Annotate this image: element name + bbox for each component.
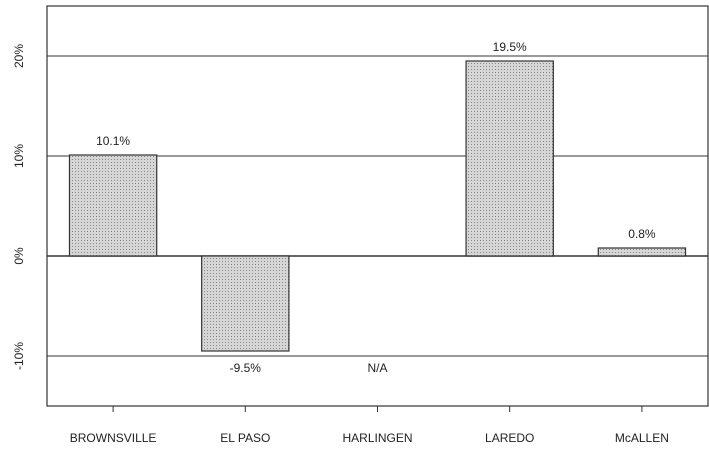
bar [201, 255, 290, 352]
value-label: -9.5% [230, 361, 262, 375]
x-tick-label: HARLINGEN [342, 431, 412, 445]
bar [68, 154, 158, 257]
value-label: 19.5% [493, 40, 527, 54]
y-tick-label: 20% [12, 44, 26, 68]
bar [597, 247, 687, 257]
y-tick-label: 0% [12, 247, 26, 265]
x-tick-label: BROWNSVILLE [70, 431, 157, 445]
value-label: 0.8% [628, 227, 656, 241]
value-label: 10.1% [96, 134, 130, 148]
x-tick-label: LAREDO [485, 431, 534, 445]
x-tick-label: McALLEN [615, 431, 669, 445]
value-label: N/A [367, 361, 387, 375]
y-tick-label: 10% [12, 144, 26, 168]
bar [465, 60, 554, 257]
x-tick-label: EL PASO [220, 431, 270, 445]
y-tick-label: -10% [12, 342, 26, 370]
